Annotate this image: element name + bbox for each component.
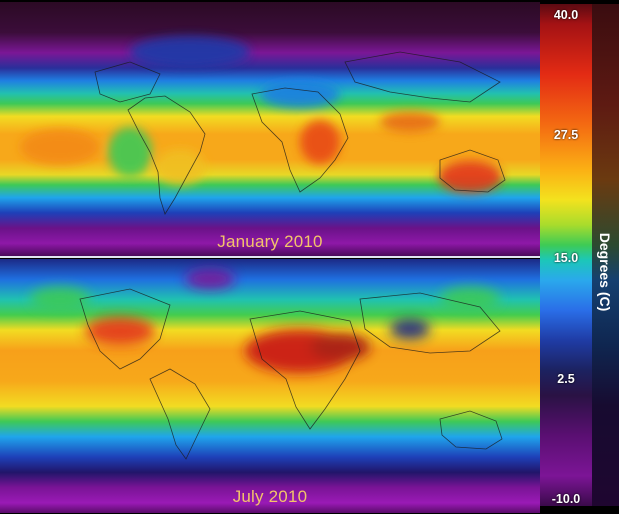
legend-color-bar: [540, 4, 592, 506]
panel-divider: [0, 256, 540, 258]
legend-title-strip: [592, 4, 619, 506]
panel-label-january: January 2010: [217, 232, 323, 251]
legend-tick-40: 40.0: [553, 8, 579, 22]
map-july: [0, 259, 540, 513]
map-january: [0, 2, 540, 256]
legend-tick-27-5: 27.5: [553, 128, 579, 142]
legend-tick-15: 15.0: [553, 251, 579, 265]
legend-tick-2-5: 2.5: [557, 372, 575, 386]
legend-title-text: Degrees (C): [597, 232, 613, 312]
legend-title: Degrees (C): [593, 233, 617, 312]
legend-tick-minus-10: -10.0: [551, 492, 581, 506]
color-legend: 40.0 27.5 15.0 2.5 -10.0 Degrees (C): [540, 0, 619, 514]
panel-label-july: July 2010: [232, 487, 308, 506]
